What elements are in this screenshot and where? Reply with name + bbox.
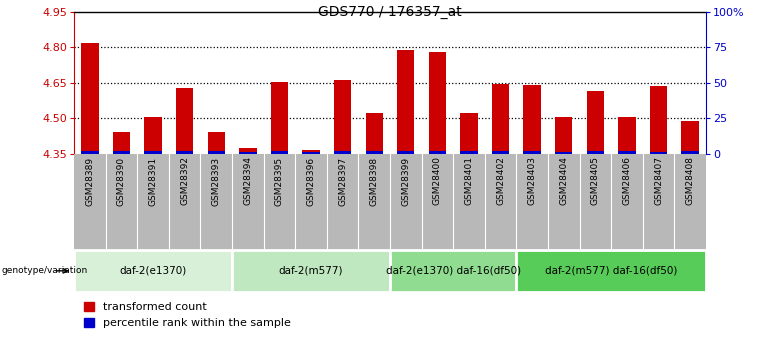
Text: GSM28402: GSM28402: [496, 156, 505, 205]
Text: GSM28396: GSM28396: [307, 156, 316, 206]
Bar: [271, 82, 288, 154]
Bar: [81, 151, 98, 154]
Text: GSM28407: GSM28407: [654, 156, 663, 205]
Text: genotype/variation: genotype/variation: [2, 266, 87, 275]
FancyBboxPatch shape: [390, 250, 516, 292]
Bar: [303, 152, 320, 154]
Bar: [429, 52, 446, 154]
Bar: [397, 50, 414, 154]
Text: GSM28406: GSM28406: [622, 156, 632, 205]
Text: daf-2(e1370) daf-16(df50): daf-2(e1370) daf-16(df50): [385, 266, 521, 276]
Bar: [682, 120, 699, 154]
Text: GDS770 / 176357_at: GDS770 / 176357_at: [318, 5, 462, 19]
Text: GSM28398: GSM28398: [370, 156, 379, 206]
Bar: [334, 151, 351, 154]
Text: GSM28401: GSM28401: [464, 156, 473, 205]
Bar: [555, 117, 573, 154]
Bar: [144, 117, 161, 154]
Text: GSM28395: GSM28395: [275, 156, 284, 206]
Text: GSM28403: GSM28403: [527, 156, 537, 205]
FancyBboxPatch shape: [74, 250, 232, 292]
Bar: [555, 152, 573, 154]
Bar: [271, 151, 288, 154]
Bar: [334, 80, 351, 154]
Bar: [523, 85, 541, 154]
Bar: [239, 148, 257, 154]
Text: GSM28404: GSM28404: [559, 156, 569, 205]
Bar: [207, 151, 225, 154]
Text: GSM28393: GSM28393: [211, 156, 221, 206]
Bar: [619, 151, 636, 154]
Text: GSM28390: GSM28390: [117, 156, 126, 206]
Legend: transformed count, percentile rank within the sample: transformed count, percentile rank withi…: [80, 297, 296, 333]
Bar: [207, 132, 225, 154]
Bar: [523, 151, 541, 154]
Text: GSM28394: GSM28394: [243, 156, 253, 205]
Bar: [460, 151, 477, 154]
Bar: [460, 114, 477, 154]
Bar: [587, 151, 604, 154]
Bar: [176, 151, 193, 154]
Text: GSM28408: GSM28408: [686, 156, 695, 205]
Bar: [81, 43, 98, 154]
Text: daf-2(m577): daf-2(m577): [278, 266, 343, 276]
Bar: [366, 151, 383, 154]
Text: GSM28391: GSM28391: [148, 156, 158, 206]
Bar: [113, 151, 130, 154]
Text: GSM28405: GSM28405: [590, 156, 600, 205]
Text: GSM28400: GSM28400: [433, 156, 442, 205]
FancyBboxPatch shape: [232, 250, 390, 292]
Bar: [619, 117, 636, 154]
Text: GSM28389: GSM28389: [85, 156, 94, 206]
Bar: [682, 151, 699, 154]
Bar: [176, 88, 193, 154]
Text: daf-2(e1370): daf-2(e1370): [119, 266, 186, 276]
Bar: [492, 84, 509, 154]
Bar: [587, 91, 604, 154]
FancyBboxPatch shape: [516, 250, 706, 292]
Text: GSM28392: GSM28392: [180, 156, 190, 205]
Bar: [366, 114, 383, 154]
Bar: [113, 132, 130, 154]
Text: GSM28399: GSM28399: [401, 156, 410, 206]
Bar: [429, 151, 446, 154]
Text: GSM28397: GSM28397: [338, 156, 347, 206]
Bar: [650, 152, 667, 154]
Bar: [144, 151, 161, 154]
Bar: [239, 152, 257, 154]
Bar: [492, 151, 509, 154]
Bar: [650, 86, 667, 154]
Bar: [303, 150, 320, 154]
Bar: [397, 151, 414, 154]
Text: daf-2(m577) daf-16(df50): daf-2(m577) daf-16(df50): [545, 266, 677, 276]
